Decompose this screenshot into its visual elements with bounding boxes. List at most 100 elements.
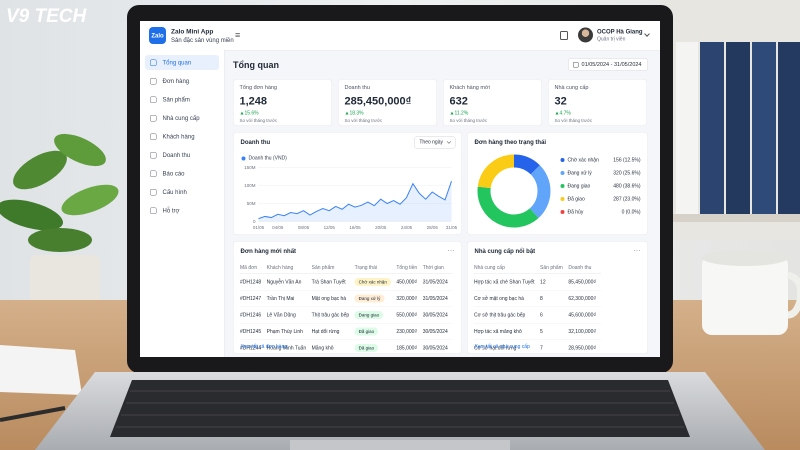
cell: 31/05/2024 bbox=[422, 273, 453, 291]
legend-item: Đã hủy 0 (0.0%) bbox=[560, 206, 641, 219]
cell: Chờ xác nhận bbox=[354, 273, 396, 291]
x-tick-label: 31/05 bbox=[446, 225, 458, 230]
period-select[interactable]: Theo ngày bbox=[413, 136, 456, 149]
nav-item[interactable]: Khách hàng bbox=[145, 129, 219, 144]
cell: #DH1245 bbox=[239, 323, 267, 340]
cell: Đã giao bbox=[354, 339, 396, 357]
x-tick-label: 20/05 bbox=[375, 225, 387, 230]
y-tick-label: 150M bbox=[244, 165, 256, 170]
nav-item[interactable]: Doanh thu bbox=[145, 148, 219, 163]
legend-label: Đã hủy bbox=[567, 209, 584, 215]
status-badge: Đã giao bbox=[354, 344, 379, 352]
stat-change: 11.2% bbox=[450, 111, 536, 117]
more-icon[interactable]: ⋯ bbox=[447, 246, 455, 255]
more-icon[interactable]: ⋯ bbox=[633, 246, 641, 255]
cell: 32,100,000₫ bbox=[567, 323, 601, 340]
line-chart: 0 50M 100M 150M 01/05 04/05 08/05 12/05 16/05 20/… bbox=[244, 165, 458, 230]
x-tick-label: 28/05 bbox=[427, 225, 439, 230]
stat-note: So với tháng trước bbox=[449, 118, 488, 123]
user-name[interactable]: OCOP Hà Giang bbox=[597, 28, 643, 35]
cell: Mật ong bạc hà bbox=[311, 290, 355, 307]
card-title: Nhà cung cấp nổi bật bbox=[474, 247, 536, 255]
legend-dot bbox=[241, 156, 246, 161]
area bbox=[258, 181, 452, 222]
date-range[interactable]: 01/05/2024 - 31/05/2024 bbox=[568, 58, 648, 71]
x-tick-label: 24/05 bbox=[401, 225, 413, 230]
plant bbox=[0, 133, 119, 305]
cell: Cơ sở hạt dổi rừng bbox=[473, 339, 540, 357]
cell: 6 bbox=[539, 306, 568, 324]
menu-toggle[interactable]: ≡ bbox=[235, 30, 241, 40]
column-header: Sản phẩm bbox=[539, 261, 568, 274]
avatar[interactable] bbox=[578, 27, 593, 43]
cell: Măng khô bbox=[311, 339, 355, 357]
orders-card: Đơn hàng mới nhất ⋯ Mã đơn Khách hàng Sản ph… bbox=[233, 241, 462, 357]
cell: Trà Shan Tuyết bbox=[311, 273, 355, 291]
stat-change: 15.6% bbox=[240, 111, 326, 117]
table-row: Cơ sở hạt dổi rừng 7 28,950,000₫ bbox=[473, 339, 601, 357]
chart-title: Đơn hàng theo trạng thái bbox=[474, 138, 547, 146]
cell: 7 bbox=[539, 339, 568, 357]
column-header: Doanh thu bbox=[567, 261, 601, 274]
nav-item[interactable]: Hỗ trợ bbox=[145, 203, 219, 218]
legend-dot bbox=[560, 158, 565, 162]
legend-label: Chờ xác nhận bbox=[567, 157, 599, 163]
stat-card: Tổng đơn hàng 1,248 15.6%So với tháng trướ… bbox=[233, 79, 332, 126]
key-rows bbox=[116, 390, 684, 428]
legend-label: Đang xử lý bbox=[567, 170, 592, 176]
column-header: Trạng thái bbox=[354, 261, 396, 274]
cell: #DH1244 bbox=[239, 339, 267, 357]
view-all-link[interactable]: Xem tất cả nhà cung cấp bbox=[474, 344, 530, 350]
stat-change: 18.3% bbox=[345, 111, 431, 117]
stat-value: 32 bbox=[554, 94, 567, 108]
nav-item[interactable]: Tổng quan bbox=[145, 55, 219, 70]
nav-item[interactable]: Nhà cung cấp bbox=[145, 111, 219, 126]
donut-segment bbox=[513, 154, 540, 175]
donut-chart bbox=[477, 154, 551, 228]
legend-dot bbox=[560, 210, 565, 214]
stat-label: Nhà cung cấp bbox=[554, 84, 589, 91]
legend-item: Doanh thu (VND) bbox=[241, 155, 287, 162]
stat-label: Tổng đơn hàng bbox=[239, 84, 278, 91]
cell: Hợp tác xã chè Shan Tuyết bbox=[473, 273, 540, 291]
brand-logo: V9 TECH bbox=[6, 6, 88, 27]
donut-segment bbox=[529, 165, 551, 219]
cell: 31/05/2024 bbox=[422, 290, 453, 307]
cell: Đang giao bbox=[354, 306, 396, 324]
view-all-link[interactable]: Xem tất cả đơn hàng bbox=[240, 344, 288, 350]
stat-value: 632 bbox=[449, 94, 468, 108]
app-name: Zalo Mini App bbox=[171, 27, 214, 36]
legend-label: Đã giao bbox=[567, 196, 585, 202]
notification-icon[interactable] bbox=[560, 31, 568, 40]
cell: Hoàng Minh Tuấn bbox=[266, 339, 312, 357]
donut-legend: Chờ xác nhận 156 (12.5%) Đang xử lý 320 (25… bbox=[560, 154, 641, 219]
stat-note: So với tháng trước bbox=[554, 118, 593, 123]
nav-item[interactable]: Báo cáo bbox=[145, 166, 219, 181]
cell: Lê Văn Dũng bbox=[266, 306, 312, 324]
header: Zalo Zalo Mini App Sản đặc sản vùng miền… bbox=[140, 21, 660, 51]
nav-item[interactable]: Cấu hình bbox=[145, 185, 219, 200]
cell: Hợp tác xã măng khô bbox=[473, 323, 540, 340]
legend-label: Doanh thu (VND) bbox=[248, 155, 287, 162]
user-menu-caret[interactable] bbox=[644, 31, 650, 37]
cell: 30/05/2024 bbox=[422, 339, 453, 357]
value-label: 287 (23.0%) bbox=[613, 196, 641, 202]
cell: #DH1247 bbox=[239, 290, 267, 307]
y-tick-label: 50M bbox=[247, 201, 256, 206]
table-row: Hợp tác xã chè Shan Tuyết 12 85,450,000₫ bbox=[473, 273, 601, 291]
table-row: #DH1247 Trần Thị Mai Mật ong bạc hà Đang xử… bbox=[239, 290, 453, 307]
orders-table: Mã đơn Khách hàng Sản phẩm Trạng thái Tổng t… bbox=[239, 261, 453, 357]
suppliers-card: Nhà cung cấp nổi bật ⋯ Nhà cung cấp Sản phẩ… bbox=[467, 241, 648, 357]
y-tick-label: 100M bbox=[244, 183, 256, 188]
sidebar: Tổng quan Đơn hàng Sản phẩm Nhà cung cấp Khá… bbox=[140, 50, 225, 357]
nav-item[interactable]: Đơn hàng bbox=[145, 74, 219, 89]
cell: 5 bbox=[539, 323, 568, 340]
nav-item[interactable]: Sản phẩm bbox=[145, 92, 219, 107]
app-logo: Zalo bbox=[149, 27, 166, 44]
header-row: Nhà cung cấp Sản phẩm Doanh thu bbox=[473, 261, 601, 274]
donut-segment bbox=[477, 186, 539, 228]
stat-card: Khách hàng mới 632 11.2%So với tháng trước bbox=[443, 79, 542, 126]
column-header: Sản phẩm bbox=[311, 261, 355, 274]
